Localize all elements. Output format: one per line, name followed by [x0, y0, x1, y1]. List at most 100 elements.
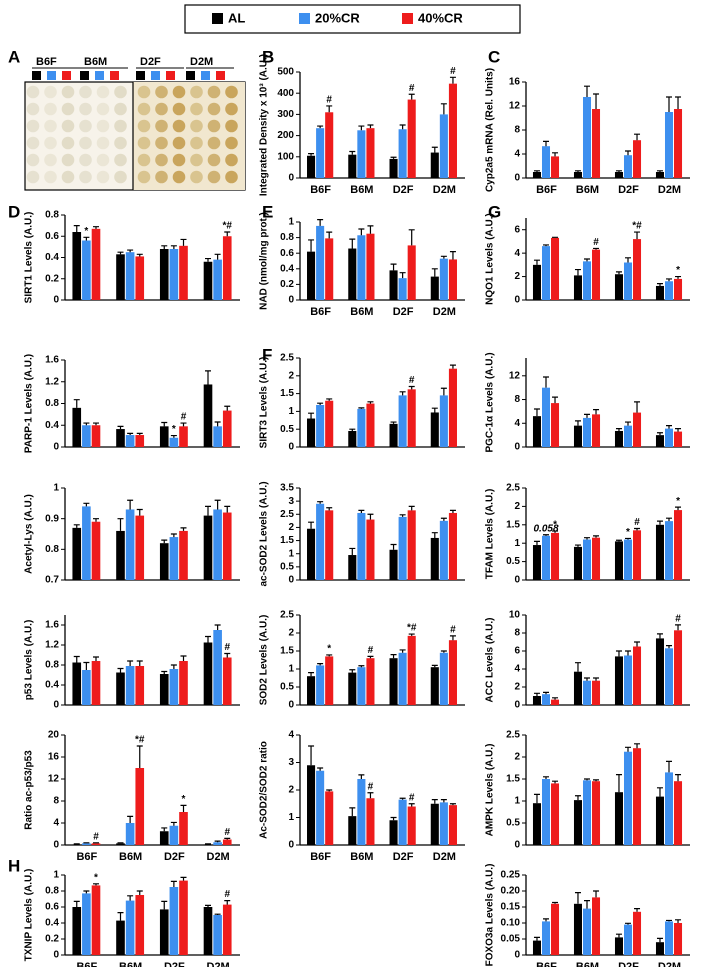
chart: 0 0.5 1 1.5 2 2.5 AMPK Levels (A.U.)	[485, 730, 690, 851]
error-bar	[533, 408, 540, 417]
error-bar	[358, 509, 365, 513]
bar	[159, 543, 169, 580]
y-tick-label: 1.5	[280, 388, 294, 399]
error-bar	[584, 900, 590, 909]
x-tick-label: D2M	[433, 306, 456, 318]
blot-dot	[96, 119, 110, 133]
blot-dot	[172, 85, 186, 99]
blot-dot	[44, 136, 57, 150]
error-bar	[93, 226, 99, 229]
error-bar	[180, 876, 187, 881]
error-bar	[390, 421, 397, 424]
error-bar	[533, 540, 540, 546]
bar	[116, 920, 125, 955]
bar	[389, 158, 398, 178]
error-bar	[127, 660, 134, 666]
bar	[614, 274, 623, 300]
y-axis-label: ACC Levels (A.U.)	[485, 617, 496, 702]
y-axis-label: Ratio ac-p53/p53	[24, 750, 35, 830]
bar	[407, 635, 416, 705]
y-tick-label: 0	[288, 442, 294, 453]
error-bar	[431, 664, 438, 668]
bar	[448, 83, 457, 178]
bar	[551, 237, 560, 300]
bar	[623, 155, 633, 178]
y-axis-label: AMPK Levels (A.U.)	[485, 744, 496, 837]
significance-marker: #	[224, 889, 230, 900]
bar	[398, 278, 407, 300]
y-tick-label: 0	[288, 173, 294, 184]
y-tick-label: 1	[53, 870, 59, 881]
chart: 0.7 0.8 0.9 1 Acetyl-Lys (A.U.)	[24, 483, 240, 586]
bar	[614, 792, 623, 845]
bar	[213, 842, 222, 845]
bar	[366, 798, 375, 845]
panel-letter: E	[262, 202, 273, 221]
x-tick-label: B6M	[119, 851, 142, 863]
error-bar	[349, 238, 356, 249]
y-tick-label: 0.8	[280, 232, 294, 243]
bar	[439, 114, 448, 178]
significance-marker: #	[181, 412, 187, 423]
bar	[430, 276, 439, 300]
error-bar	[656, 283, 663, 286]
error-bar	[656, 520, 663, 525]
error-bar	[161, 900, 168, 910]
y-tick-label: 2	[514, 752, 520, 763]
bar	[82, 670, 91, 705]
bar	[430, 803, 439, 845]
y-tick-label: 1.5	[280, 535, 294, 546]
significance-marker: 0.058	[533, 523, 558, 534]
y-axis-label: PGC-1α Levels (A.U.)	[485, 352, 496, 452]
bar	[655, 435, 664, 447]
blot-dot	[137, 170, 151, 184]
y-tick-label: 1	[288, 217, 294, 228]
bar	[159, 909, 169, 955]
bar	[573, 546, 582, 580]
bar	[541, 387, 551, 447]
chart: 0 0.2 0.4 0.6 0.8 1 TXNIP Levels (A.U.) B6F * B6M…	[24, 869, 240, 967]
error-bar	[180, 422, 187, 427]
bar	[532, 416, 541, 447]
blot-swatch	[216, 71, 225, 80]
y-axis-label: Integrated Density x 10³ (A.U.)	[259, 54, 270, 196]
bar	[316, 225, 325, 300]
bar	[82, 425, 91, 447]
blot-dot	[44, 119, 57, 133]
bar	[582, 261, 592, 300]
blot-dot	[61, 102, 75, 116]
error-bar	[349, 150, 356, 155]
x-tick-label: D2F	[618, 184, 639, 196]
y-tick-label: 8	[53, 796, 59, 807]
y-tick-label: 2.5	[280, 610, 294, 621]
significance-marker: #	[675, 614, 681, 625]
bar	[222, 904, 232, 955]
error-bar	[136, 432, 143, 436]
blot-dot	[137, 85, 151, 99]
error-bar	[214, 913, 221, 915]
error-bar	[358, 774, 365, 779]
blot-swatch	[201, 71, 210, 80]
error-bar	[308, 672, 315, 677]
error-bar	[358, 665, 365, 668]
blot-dot	[44, 170, 57, 184]
error-bar	[440, 255, 447, 259]
y-tick-label: 2	[288, 628, 294, 639]
blot-dot	[155, 102, 168, 116]
error-bar	[127, 499, 134, 510]
error-bar	[675, 506, 682, 511]
error-bar	[326, 789, 333, 792]
panel-letter: B	[262, 47, 274, 66]
y-tick-label: 1	[514, 796, 520, 807]
error-bar	[634, 231, 641, 240]
error-bar	[117, 425, 124, 430]
y-tick-label: 0.2	[45, 934, 59, 945]
bar	[430, 412, 439, 447]
bar	[203, 384, 213, 447]
y-tick-label: 4	[53, 818, 59, 829]
error-bar	[574, 268, 581, 276]
y-tick-label: 1	[288, 548, 294, 559]
error-bar	[408, 505, 415, 511]
error-bar	[83, 422, 90, 426]
